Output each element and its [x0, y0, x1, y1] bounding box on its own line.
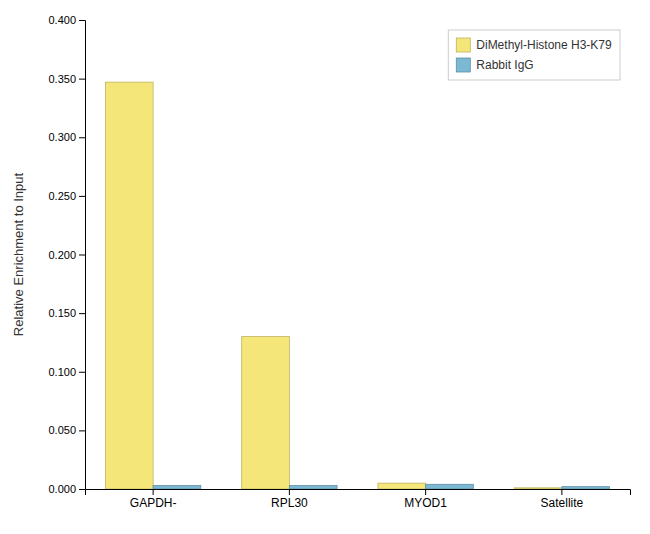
- legend-label: Rabbit IgG: [476, 58, 533, 72]
- tick-mark: [79, 313, 85, 314]
- chart: 0.000 0.050 0.100 0.150 0.200 0.250 0.300 0.350…: [0, 0, 650, 534]
- tick: RPL30: [271, 489, 308, 510]
- tick-label: 0.150: [48, 307, 76, 319]
- bar: [289, 485, 337, 489]
- tick-label: Satellite: [541, 496, 584, 510]
- tick-mark: [425, 489, 426, 495]
- tick: Satellite: [541, 489, 584, 510]
- axis-line: [79, 21, 86, 490]
- tick: 0.350: [48, 73, 85, 85]
- tick: GAPDH-: [130, 489, 177, 510]
- bar: [242, 337, 290, 489]
- tick-mark: [561, 489, 562, 495]
- tick-mark: [79, 137, 85, 138]
- tick-label: 0.200: [48, 249, 76, 261]
- tick: 0.200: [48, 249, 85, 261]
- tick: 0.400: [48, 14, 85, 26]
- plot: 0.000 0.050 0.100 0.150 0.200 0.250 0.300 0.350…: [48, 14, 630, 510]
- bars: [105, 82, 609, 489]
- bar: [514, 488, 562, 489]
- tick: 0.000: [48, 483, 85, 495]
- tick-label: 0.050: [48, 424, 76, 436]
- tick-mark: [79, 489, 85, 490]
- legend: DiMethyl-Histone H3-K79 Rabbit IgG: [448, 30, 620, 80]
- tick-label: RPL30: [271, 496, 308, 510]
- tick: 0.050: [48, 424, 85, 436]
- tick: 0.100: [48, 366, 85, 378]
- bar: [378, 483, 426, 489]
- tick-label: MYOD1: [404, 496, 447, 510]
- tick-label: 0.300: [48, 131, 76, 143]
- axis-line: [86, 490, 631, 496]
- legend-box: [448, 30, 620, 80]
- bar: [105, 82, 153, 489]
- tick: 0.300: [48, 131, 85, 143]
- tick-label: 0.250: [48, 190, 76, 202]
- tick-mark: [79, 255, 85, 256]
- bar-series: [153, 484, 609, 489]
- tick-mark: [153, 489, 154, 495]
- bar: [153, 485, 201, 489]
- bar-series: [105, 82, 561, 489]
- legend-swatch: [456, 58, 470, 72]
- legend-label: DiMethyl-Histone H3-K79: [476, 38, 612, 52]
- tick-mark: [289, 489, 290, 495]
- tick: MYOD1: [404, 489, 447, 510]
- tick-label: 0.400: [48, 14, 76, 26]
- legend-swatch: [456, 38, 470, 52]
- tick-mark: [79, 79, 85, 80]
- tick-label: 0.000: [48, 483, 76, 495]
- legend-item: Rabbit IgG: [456, 58, 533, 72]
- tick-label: 0.350: [48, 73, 76, 85]
- tick-label: GAPDH-: [130, 496, 177, 510]
- tick-mark: [79, 430, 85, 431]
- tick: 0.150: [48, 307, 85, 319]
- tick-mark: [79, 20, 85, 21]
- tick-mark: [79, 196, 85, 197]
- tick-label: 0.100: [48, 366, 76, 378]
- bar: [426, 484, 474, 489]
- tick-mark: [79, 372, 85, 373]
- y-axis-title: Relative Enrichment to Input: [11, 172, 26, 336]
- bar: [562, 487, 610, 489]
- legend-item: DiMethyl-Histone H3-K79: [456, 38, 612, 52]
- x-axis: GAPDH- RPL30 MYOD1 Satellite: [86, 489, 631, 510]
- y-axis: 0.000 0.050 0.100 0.150 0.200 0.250 0.300 0.350…: [48, 14, 85, 495]
- tick: 0.250: [48, 190, 85, 202]
